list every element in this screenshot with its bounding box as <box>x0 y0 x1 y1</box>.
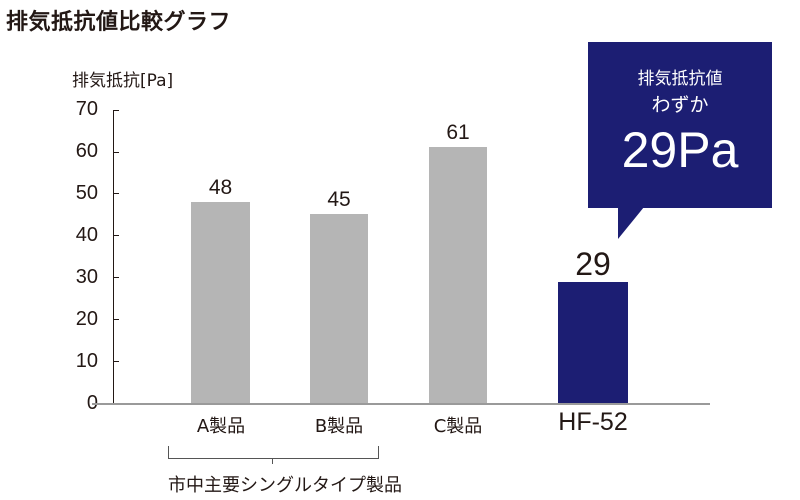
bar-a-product <box>191 202 250 403</box>
y-tick-70: 70 <box>75 98 98 120</box>
tick-mark <box>113 152 119 153</box>
y-axis-line <box>113 110 114 404</box>
category-label-c: C製品 <box>433 416 483 437</box>
value-label-hf-52: 29 <box>575 246 611 282</box>
callout-line2: わずか <box>651 94 709 116</box>
tick-mark <box>113 277 119 278</box>
tick-mark <box>113 235 119 236</box>
y-tick-40: 40 <box>75 224 98 246</box>
group-bracket <box>168 446 379 459</box>
group-label: 市中主要シングルタイプ製品 <box>168 475 402 496</box>
x-axis-baseline <box>92 403 710 405</box>
y-tick-60: 60 <box>75 140 98 162</box>
y-tick-20: 20 <box>75 308 98 330</box>
bar-c-product <box>429 147 487 403</box>
callout-value: 29Pa <box>621 122 739 178</box>
callout-tail <box>618 207 644 239</box>
chart-title: 排気抵抗値比較グラフ <box>6 10 232 35</box>
tick-mark <box>113 110 119 111</box>
category-label-a: A製品 <box>196 416 246 437</box>
category-label-b: B製品 <box>314 416 364 437</box>
callout-line1: 排気抵抗値 <box>637 69 723 89</box>
group-bracket-stem <box>272 458 273 464</box>
value-label-c: 61 <box>446 121 470 144</box>
y-tick-10: 10 <box>75 350 98 372</box>
value-label-a: 48 <box>208 176 233 199</box>
bar-b-product <box>310 214 368 403</box>
tick-mark <box>113 361 119 362</box>
bar-hf-52 <box>558 282 628 403</box>
y-tick-30: 30 <box>75 266 98 288</box>
tick-mark <box>113 319 119 320</box>
y-tick-50: 50 <box>75 182 98 204</box>
value-label-b: 45 <box>327 188 351 211</box>
category-label-hf-52: HF-52 <box>558 408 628 436</box>
tick-mark <box>113 193 119 194</box>
y-axis-label: 排気抵抗[Pa] <box>72 71 174 91</box>
callout-box: 排気抵抗値 わずか 29Pa <box>588 42 772 208</box>
